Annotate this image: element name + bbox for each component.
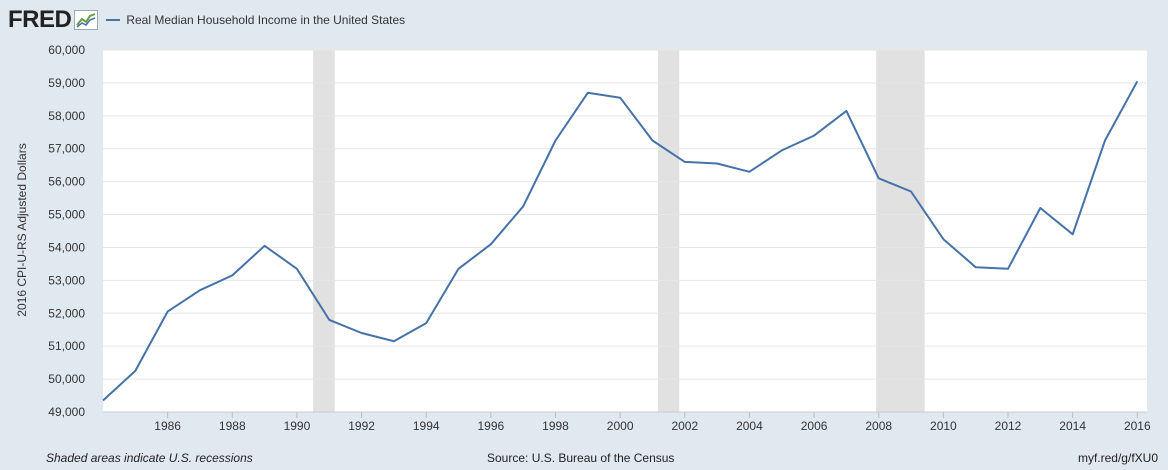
data-point bbox=[231, 274, 233, 276]
y-tick-label: 57,000 bbox=[48, 142, 85, 156]
y-tick-label: 54,000 bbox=[48, 240, 85, 254]
recession-band bbox=[876, 50, 925, 412]
x-tick-label: 2016 bbox=[1124, 419, 1151, 433]
data-point bbox=[134, 370, 136, 372]
data-point bbox=[1039, 207, 1041, 209]
data-point bbox=[587, 92, 589, 94]
y-tick-label: 50,000 bbox=[48, 372, 85, 386]
chart-legend[interactable]: Real Median Household Income in the Unit… bbox=[106, 13, 405, 27]
data-point bbox=[199, 289, 201, 291]
fred-logo[interactable]: FRED bbox=[8, 6, 72, 33]
legend-swatch bbox=[106, 19, 121, 21]
recession-bands bbox=[103, 50, 1147, 412]
data-point bbox=[716, 162, 718, 164]
data-point bbox=[878, 177, 880, 179]
x-tick-label: 1992 bbox=[348, 419, 375, 433]
recession-band bbox=[313, 50, 335, 412]
x-tick-label: 2010 bbox=[930, 419, 957, 433]
y-tick-label: 51,000 bbox=[48, 339, 85, 353]
data-point bbox=[102, 399, 104, 401]
y-tick-label: 60,000 bbox=[48, 43, 85, 57]
x-tick-label: 1990 bbox=[284, 419, 311, 433]
x-tick-label: 2004 bbox=[736, 419, 763, 433]
data-point bbox=[1071, 233, 1073, 235]
recession-band bbox=[657, 50, 680, 412]
data-point bbox=[942, 238, 944, 240]
data-point bbox=[813, 134, 815, 136]
y-tick-label: 59,000 bbox=[48, 76, 85, 90]
data-point bbox=[522, 205, 524, 207]
logo-graph-icon bbox=[74, 10, 99, 30]
x-tick-label: 1996 bbox=[478, 419, 505, 433]
data-point bbox=[845, 110, 847, 112]
x-tick-label: 1988 bbox=[219, 419, 246, 433]
data-point bbox=[490, 243, 492, 245]
source-note: Source: U.S. Bureau of the Census bbox=[487, 451, 675, 465]
data-point bbox=[1007, 268, 1009, 270]
data-point bbox=[1104, 139, 1106, 141]
data-point bbox=[619, 97, 621, 99]
y-tick-label: 53,000 bbox=[48, 273, 85, 287]
x-tick-label: 1998 bbox=[542, 419, 569, 433]
x-tick-label: 1986 bbox=[154, 419, 181, 433]
data-point bbox=[296, 268, 298, 270]
x-tick-label: 2014 bbox=[1059, 419, 1086, 433]
data-point bbox=[910, 190, 912, 192]
data-point bbox=[328, 319, 330, 321]
y-tick-label: 56,000 bbox=[48, 175, 85, 189]
recession-note: Shaded areas indicate U.S. recessions bbox=[46, 451, 253, 465]
chart-header: FRED Real Median Household Income in the… bbox=[8, 6, 405, 34]
x-tick-label: 2002 bbox=[671, 419, 698, 433]
y-tick-label: 49,000 bbox=[48, 405, 85, 419]
data-point bbox=[651, 139, 653, 141]
data-point bbox=[360, 332, 362, 334]
data-point bbox=[554, 139, 556, 141]
data-point bbox=[974, 266, 976, 268]
data-point bbox=[748, 171, 750, 173]
data-point bbox=[781, 149, 783, 151]
legend-label: Real Median Household Income in the Unit… bbox=[126, 13, 406, 27]
data-point bbox=[425, 322, 427, 324]
plot-background bbox=[103, 50, 1147, 412]
axes: 49,000 50,000 51,000 52,000 53,000 54,000 55,0… bbox=[48, 43, 1151, 433]
x-tick-label: 2008 bbox=[865, 419, 892, 433]
x-tick-label: 2012 bbox=[995, 419, 1022, 433]
data-point bbox=[457, 268, 459, 270]
series-layer bbox=[102, 80, 1139, 402]
x-tick-label: 2006 bbox=[801, 419, 828, 433]
short-url-link[interactable]: myf.red/g/fXU0 bbox=[1077, 451, 1158, 465]
data-point bbox=[166, 310, 168, 312]
x-tick-label: 2000 bbox=[607, 419, 634, 433]
data-point bbox=[393, 340, 395, 342]
y-tick-label: 52,000 bbox=[48, 306, 85, 320]
y-tick-label: 58,000 bbox=[48, 109, 85, 123]
x-tick-label: 1994 bbox=[413, 419, 440, 433]
data-point bbox=[684, 161, 686, 163]
data-point bbox=[1136, 80, 1138, 82]
data-point bbox=[263, 245, 265, 247]
y-axis-label: 2016 CPI-U-RS Adjusted Dollars bbox=[15, 143, 29, 316]
series-line bbox=[102, 80, 1139, 402]
y-tick-label: 55,000 bbox=[48, 208, 85, 222]
